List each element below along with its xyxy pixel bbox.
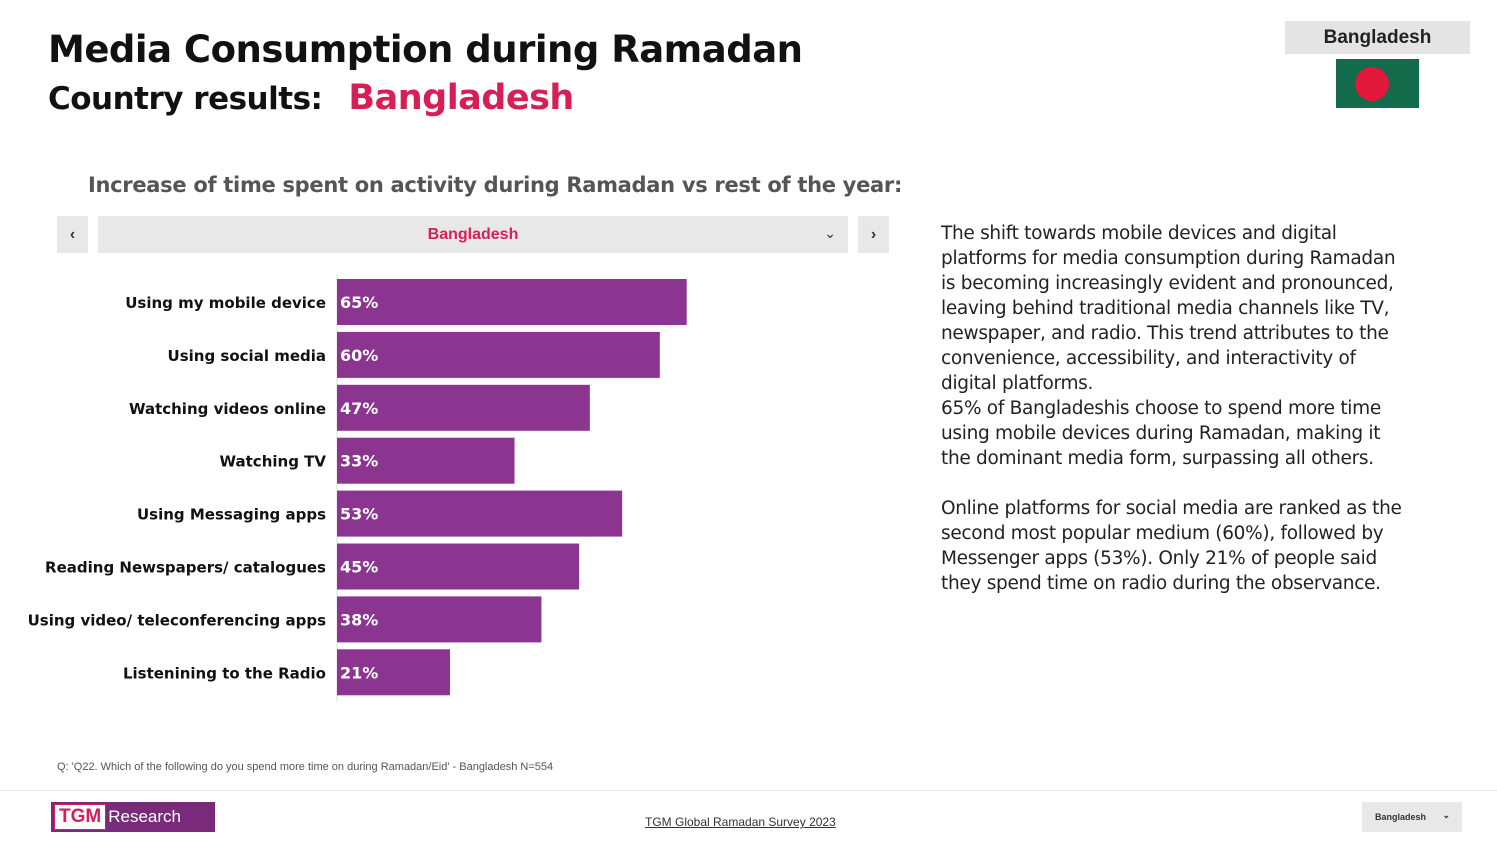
logo-tgm-text: TGM (54, 804, 107, 830)
next-country-button[interactable]: › (858, 216, 889, 253)
subtitle-row: Country results: Bangladesh (48, 78, 574, 118)
category-label: Listenining to the Radio (123, 664, 326, 682)
bar (337, 437, 515, 484)
category-label: Using Messaging apps (137, 506, 326, 524)
commentary-paragraph-2: 65% of Bangladeshis choose to spend more… (941, 398, 1381, 469)
page-title: Media Consumption during Ramadan (48, 28, 803, 71)
bar (337, 490, 623, 537)
bar (337, 649, 450, 696)
survey-link[interactable]: TGM Global Ramadan Survey 2023 (645, 815, 836, 829)
survey-footnote: Q: 'Q22. Which of the following do you s… (57, 761, 554, 773)
data-label: 65% (340, 293, 378, 312)
category-label: Watching videos online (129, 400, 326, 418)
data-label: 45% (340, 558, 378, 577)
data-label: 38% (340, 610, 378, 629)
tgm-research-logo: TGM Research (51, 802, 215, 832)
footer-country-select[interactable]: Bangladesh ⌄ (1362, 802, 1462, 832)
chart-title: Increase of time spent on activity durin… (88, 173, 903, 197)
category-label: Watching TV (220, 453, 327, 471)
chevron-down-icon: ⌄ (824, 225, 836, 241)
footer-divider (0, 790, 1497, 791)
flag-country-label: Bangladesh (1285, 21, 1470, 54)
bar (337, 596, 542, 643)
country-results-label: Country results: (48, 81, 323, 117)
footer-country-select-value: Bangladesh (1375, 812, 1427, 822)
commentary-paragraph-3: Online platforms for social media are ra… (941, 498, 1402, 594)
data-label: 60% (340, 346, 378, 365)
country-dropdown[interactable]: Bangladesh ⌄ (98, 216, 848, 253)
chevron-left-icon: ‹ (69, 225, 76, 243)
chevron-right-icon: › (870, 225, 877, 243)
category-label: Using video/ teleconferencing apps (28, 611, 326, 629)
bar (337, 384, 590, 431)
category-label: Using social media (168, 347, 326, 365)
previous-country-button[interactable]: ‹ (57, 216, 88, 253)
country-name: Bangladesh (348, 78, 574, 118)
bar (337, 331, 660, 378)
category-label: Reading Newspapers/ catalogues (45, 559, 326, 577)
logo-research-text: Research (108, 807, 181, 826)
chevron-down-icon: ⌄ (1442, 810, 1450, 820)
commentary-paragraph-1: The shift towards mobile devices and dig… (941, 223, 1396, 394)
data-label: 47% (340, 399, 378, 418)
bar-chart: 65% Using my mobile device 60% Using social… (28, 274, 687, 703)
data-label: 33% (340, 452, 378, 471)
data-label: 53% (340, 505, 378, 524)
bar (337, 279, 687, 325)
country-dropdown-value: Bangladesh (427, 225, 519, 243)
bar (337, 543, 580, 590)
category-label: Using my mobile device (125, 294, 326, 312)
data-label: 21% (340, 663, 378, 682)
flag-disc (1355, 67, 1389, 101)
